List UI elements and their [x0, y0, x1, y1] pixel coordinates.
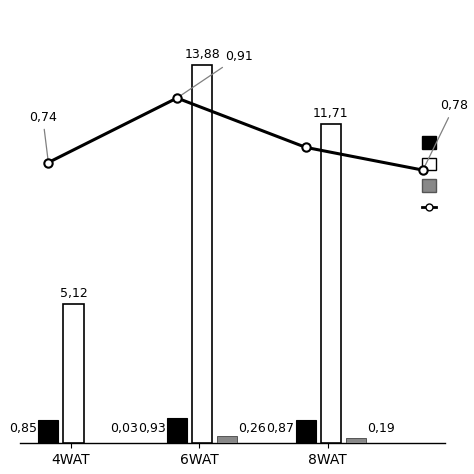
Bar	[167, 418, 187, 443]
Text: 5,12: 5,12	[60, 287, 87, 300]
Text: 0,78: 0,78	[424, 100, 468, 168]
Bar	[217, 436, 237, 443]
Text: 11,71: 11,71	[313, 107, 349, 120]
Text: 13,88: 13,88	[184, 48, 220, 61]
Bar	[321, 124, 341, 443]
Text: 0,74: 0,74	[29, 111, 57, 160]
Bar	[346, 438, 366, 443]
Bar	[38, 420, 58, 443]
Text: 0,85: 0,85	[9, 422, 37, 435]
Bar	[296, 419, 316, 443]
Text: 0,19: 0,19	[367, 422, 395, 435]
Bar	[64, 304, 83, 443]
Legend: , , , : , , ,	[422, 136, 438, 215]
Text: 0,91: 0,91	[179, 50, 253, 97]
Text: 0,87: 0,87	[266, 422, 295, 435]
Text: 0,03: 0,03	[110, 422, 137, 435]
Bar	[192, 65, 212, 443]
Text: 0,93: 0,93	[138, 422, 166, 435]
Text: 0,26: 0,26	[238, 422, 266, 435]
